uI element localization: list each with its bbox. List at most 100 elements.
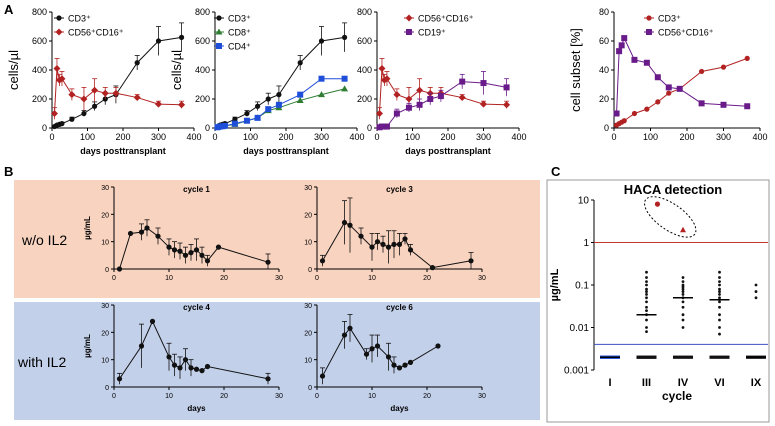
data-point — [265, 376, 271, 382]
legend-marker — [646, 29, 652, 35]
y-tick-label: 10 — [304, 358, 312, 365]
data-point — [177, 248, 183, 254]
y-tick-label: 20 — [599, 94, 609, 104]
data-point — [699, 68, 705, 75]
data-point — [254, 114, 261, 121]
y-tick-label: 600 — [195, 36, 210, 46]
y-tick-label: 30 — [304, 185, 312, 192]
data-point — [407, 359, 414, 365]
x-axis-label: days — [187, 404, 206, 413]
data-point — [644, 106, 650, 112]
panel-c-frame — [546, 179, 770, 423]
y-tick-label: 0 — [205, 123, 210, 133]
y-tick-label: 400 — [195, 65, 210, 75]
category-label: IV — [678, 377, 689, 389]
chart-title: cycle 4 — [183, 303, 210, 312]
data-point — [468, 258, 474, 264]
y-tick-label: 20 — [101, 212, 109, 219]
data-point — [631, 56, 638, 63]
data-point — [53, 65, 61, 73]
data-point — [341, 332, 348, 338]
data-point — [718, 270, 721, 274]
data-point — [720, 101, 727, 108]
outlier-point — [680, 226, 686, 233]
legend-marker — [405, 14, 413, 22]
data-point — [645, 318, 648, 322]
x-tick-label: 100 — [405, 132, 420, 142]
x-tick-label: 400 — [186, 132, 201, 142]
data-point — [709, 355, 730, 359]
data-point — [645, 305, 648, 309]
data-point — [297, 60, 303, 66]
y-tick-label: 60 — [599, 36, 609, 46]
data-point — [681, 290, 685, 293]
data-point — [754, 296, 758, 300]
data-point — [402, 362, 408, 368]
data-point — [718, 283, 721, 287]
data-point — [416, 101, 423, 108]
data-point — [171, 362, 178, 368]
y-axis-label: µg/mL — [549, 268, 561, 301]
x-tick-label: 30 — [478, 393, 486, 400]
data-point — [402, 236, 408, 242]
data-point — [155, 38, 162, 44]
legend-marker — [646, 15, 652, 21]
y-tick-label: 0 — [308, 267, 312, 274]
y-tick-label: 600 — [32, 36, 47, 46]
data-point — [193, 247, 200, 253]
x-tick-label: 400 — [349, 132, 364, 142]
y-tick-label: 80 — [599, 7, 609, 17]
data-point — [101, 89, 109, 97]
data-point — [681, 283, 685, 287]
data-point — [718, 326, 721, 329]
data-point — [318, 75, 325, 82]
data-point — [416, 86, 424, 94]
chart-B3: 0 10 20 30 0 10 20 30 cycle 4 days µg/mL — [83, 303, 283, 413]
x-tick-label: 0 — [112, 275, 116, 282]
series-line — [378, 68, 507, 114]
x-tick-label: 200 — [679, 132, 694, 142]
data-point — [138, 343, 145, 349]
data-point — [319, 373, 326, 379]
legend-marker — [55, 28, 63, 36]
chart-title: cycle 3 — [386, 185, 413, 194]
data-point — [265, 96, 271, 102]
y-tick-label: 10 — [304, 240, 312, 247]
data-point — [374, 343, 381, 349]
y-axis-label: µg/mL — [83, 334, 92, 358]
chart-B2: 0 10 20 30 0 10 20 30 cycle 3 — [304, 185, 486, 282]
legend-marker — [56, 15, 62, 21]
data-point — [405, 104, 412, 111]
data-point — [112, 89, 120, 97]
y-tick-label: 0 — [105, 267, 109, 274]
data-point — [178, 101, 186, 109]
data-point — [681, 300, 685, 304]
data-point — [718, 318, 721, 322]
x-tick-label: 30 — [275, 393, 283, 400]
data-point — [182, 252, 189, 258]
x-tick-label: 0 — [374, 132, 379, 142]
data-point — [666, 90, 672, 96]
y-tick-label: 800 — [195, 7, 210, 17]
data-point — [645, 293, 648, 296]
data-point — [178, 34, 185, 40]
legend-label: CD56⁺CD16⁺ — [658, 28, 714, 38]
data-point — [155, 100, 162, 108]
data-point — [681, 280, 685, 284]
data-point — [182, 357, 189, 363]
data-point — [385, 244, 392, 250]
data-point — [621, 118, 627, 124]
category-label: III — [642, 377, 651, 389]
data-point — [69, 116, 75, 122]
legend-label: CD4⁺ — [228, 42, 251, 52]
legend-marker — [406, 29, 412, 35]
data-point — [681, 285, 685, 289]
x-tick-label: 20 — [423, 393, 431, 400]
data-point — [138, 229, 145, 235]
data-point — [383, 123, 390, 130]
data-point — [166, 354, 172, 360]
data-point — [341, 219, 348, 226]
chart-title: cycle 6 — [386, 303, 413, 312]
